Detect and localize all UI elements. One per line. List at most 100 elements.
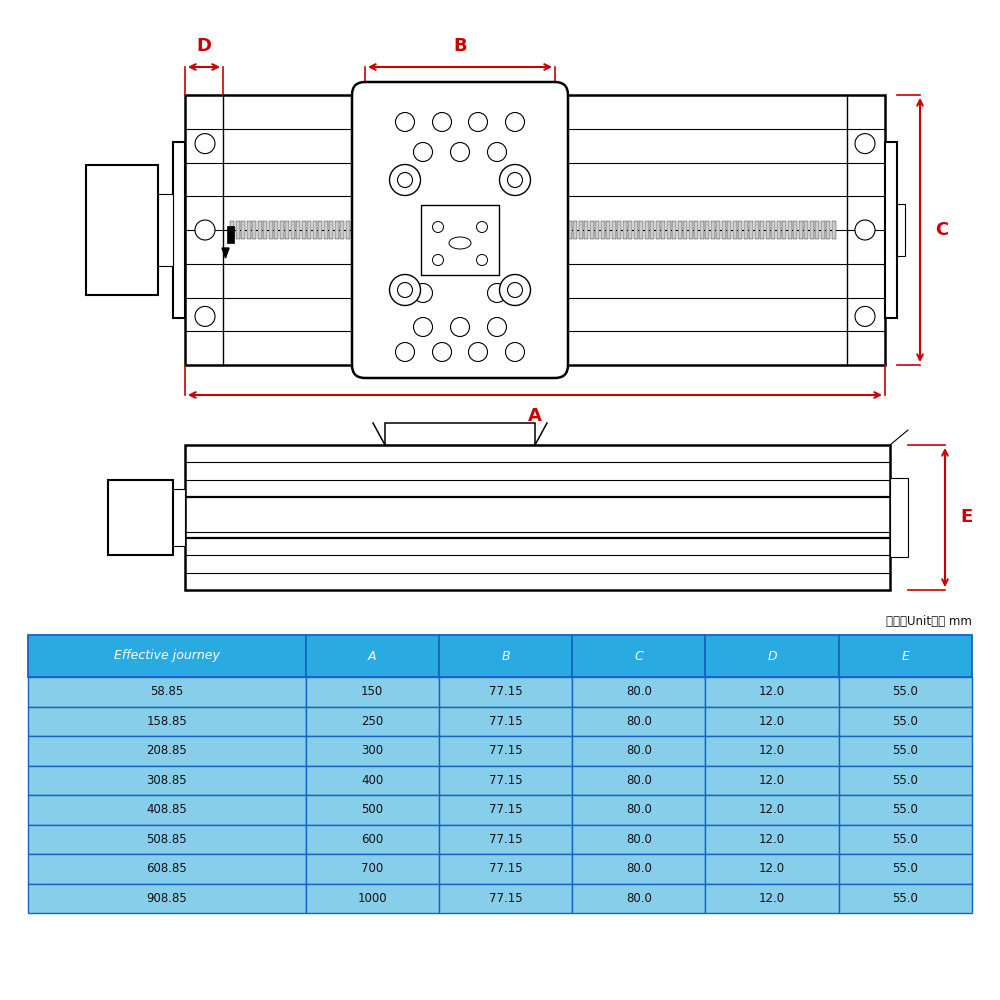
Bar bbox=[595, 221, 599, 239]
Circle shape bbox=[432, 254, 444, 265]
Bar bbox=[572, 824, 705, 854]
Text: 80.0: 80.0 bbox=[626, 803, 652, 816]
Bar bbox=[324, 221, 328, 239]
Bar bbox=[28, 736, 306, 766]
Bar bbox=[839, 736, 972, 766]
Bar bbox=[258, 221, 262, 239]
Bar bbox=[678, 221, 682, 239]
Bar bbox=[185, 95, 885, 365]
Text: 12.0: 12.0 bbox=[759, 774, 785, 787]
Bar bbox=[28, 706, 306, 736]
Bar bbox=[269, 221, 273, 239]
Bar bbox=[716, 221, 720, 239]
Bar bbox=[306, 677, 439, 706]
Bar bbox=[645, 221, 649, 239]
Bar bbox=[705, 736, 839, 766]
Text: B: B bbox=[453, 37, 467, 55]
Bar bbox=[738, 221, 742, 239]
Text: 77.15: 77.15 bbox=[489, 715, 522, 728]
Bar bbox=[108, 480, 173, 555]
Circle shape bbox=[432, 222, 444, 232]
Bar bbox=[252, 221, 256, 239]
Text: 77.15: 77.15 bbox=[489, 774, 522, 787]
Bar bbox=[557, 221, 561, 239]
Bar bbox=[810, 221, 814, 239]
Bar bbox=[782, 221, 786, 239]
Text: 80.0: 80.0 bbox=[626, 715, 652, 728]
Text: 55.0: 55.0 bbox=[892, 774, 918, 787]
Bar bbox=[28, 635, 306, 677]
Text: 77.15: 77.15 bbox=[489, 685, 522, 698]
Bar bbox=[546, 221, 550, 239]
Bar bbox=[839, 795, 972, 824]
Bar bbox=[760, 221, 764, 239]
Bar bbox=[158, 194, 173, 266]
Bar bbox=[285, 221, 289, 239]
Bar bbox=[755, 221, 759, 239]
Text: D: D bbox=[196, 37, 212, 55]
Bar bbox=[832, 221, 836, 239]
Ellipse shape bbox=[449, 237, 471, 249]
Bar bbox=[572, 766, 705, 795]
Circle shape bbox=[414, 318, 432, 336]
Bar bbox=[346, 221, 350, 239]
Bar bbox=[329, 221, 333, 239]
Bar bbox=[236, 221, 240, 239]
Bar bbox=[274, 221, 278, 239]
Bar bbox=[173, 142, 185, 318]
Bar bbox=[439, 635, 572, 677]
Bar bbox=[656, 221, 660, 239]
Circle shape bbox=[396, 112, 415, 131]
Bar bbox=[804, 221, 808, 239]
Bar bbox=[439, 854, 572, 884]
Circle shape bbox=[500, 274, 530, 306]
Text: 12.0: 12.0 bbox=[759, 685, 785, 698]
Bar bbox=[890, 478, 908, 557]
Circle shape bbox=[414, 283, 432, 302]
Bar bbox=[634, 221, 638, 239]
Bar bbox=[777, 221, 781, 239]
Text: 58.85: 58.85 bbox=[150, 685, 183, 698]
Bar bbox=[307, 221, 311, 239]
Bar bbox=[318, 221, 322, 239]
Circle shape bbox=[195, 220, 215, 240]
Circle shape bbox=[506, 342, 524, 361]
Bar bbox=[839, 824, 972, 854]
Bar bbox=[667, 221, 671, 239]
Bar bbox=[306, 854, 439, 884]
Bar bbox=[540, 221, 544, 239]
Bar bbox=[439, 736, 572, 766]
Bar bbox=[306, 736, 439, 766]
Text: 12.0: 12.0 bbox=[759, 862, 785, 875]
Bar bbox=[280, 221, 284, 239]
Bar bbox=[291, 221, 295, 239]
Text: E: E bbox=[901, 650, 909, 662]
Bar bbox=[439, 706, 572, 736]
Text: 55.0: 55.0 bbox=[892, 833, 918, 846]
Text: 908.85: 908.85 bbox=[146, 892, 187, 905]
Circle shape bbox=[450, 318, 470, 336]
Polygon shape bbox=[222, 248, 229, 258]
Text: Effective journey: Effective journey bbox=[114, 650, 220, 662]
Bar bbox=[788, 221, 792, 239]
Bar bbox=[230, 221, 234, 239]
Bar bbox=[815, 221, 819, 239]
Text: 150: 150 bbox=[361, 685, 383, 698]
Bar bbox=[296, 221, 300, 239]
Bar bbox=[821, 221, 825, 239]
Bar bbox=[572, 706, 705, 736]
Text: 单位（Unit）： mm: 单位（Unit）： mm bbox=[886, 615, 972, 628]
Bar bbox=[766, 221, 770, 239]
Bar bbox=[572, 635, 705, 677]
Text: 12.0: 12.0 bbox=[759, 744, 785, 757]
Bar bbox=[551, 221, 555, 239]
Text: 12.0: 12.0 bbox=[759, 715, 785, 728]
Text: 80.0: 80.0 bbox=[626, 685, 652, 698]
Circle shape bbox=[488, 283, 507, 302]
Text: 80.0: 80.0 bbox=[626, 892, 652, 905]
Circle shape bbox=[398, 282, 413, 298]
Circle shape bbox=[450, 142, 470, 161]
Text: 77.15: 77.15 bbox=[489, 744, 522, 757]
Bar bbox=[650, 221, 654, 239]
Circle shape bbox=[500, 164, 530, 195]
